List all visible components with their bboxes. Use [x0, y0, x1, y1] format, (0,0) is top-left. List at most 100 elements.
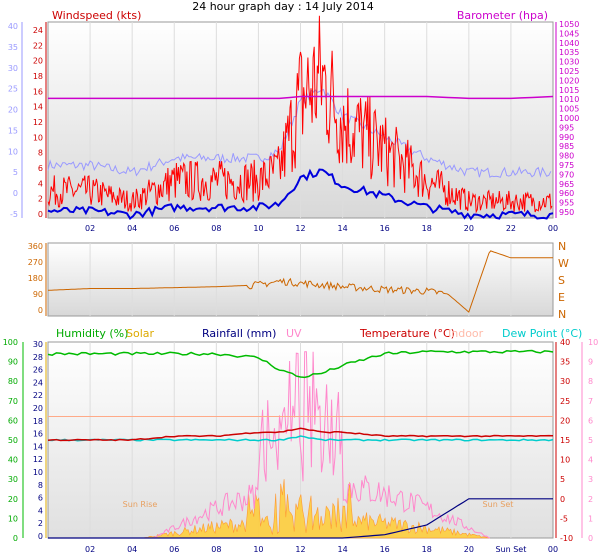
baro-tick-label: 975 [559, 161, 574, 170]
wind-tick-label: 0 [38, 210, 43, 219]
baro-tick-label: 995 [559, 123, 574, 132]
uv-series [152, 351, 491, 539]
solar-tick-label: 20 [33, 404, 43, 413]
temp-tick-label: 10 [560, 456, 570, 465]
humidity-series [47, 349, 554, 379]
x-tick-label: 18 [422, 224, 432, 233]
uv-tick-label: 1 [588, 514, 593, 523]
solar-tick-label: 12 [33, 455, 43, 464]
temp-tick-label: 25 [560, 397, 570, 406]
x-tick-label: 14 [337, 224, 347, 233]
wind-tick-label: 16 [33, 87, 43, 96]
baro-tick-label: 1025 [559, 67, 579, 76]
wind-tick-label: 22 [33, 41, 43, 50]
humidity-label: Humidity (%) [56, 327, 128, 340]
gust-tick-label: 40 [8, 22, 18, 31]
solar-tick-label: 24 [33, 378, 43, 387]
sunset-label: Sun Set [483, 500, 514, 509]
baro-tick-label: 1010 [559, 95, 579, 104]
gust-tick-label: -5 [10, 210, 18, 219]
x-tick-label: 00 [548, 545, 558, 554]
baro-tick-label: 1050 [559, 20, 579, 29]
wind-tick-label: 2 [38, 195, 43, 204]
gust-tick-label: 35 [8, 43, 18, 52]
wind-tick-label: 6 [38, 164, 43, 173]
wind-tick-label: 8 [38, 149, 43, 158]
wind-tick-label: 14 [33, 103, 43, 112]
temp-tick-label: 40 [560, 338, 570, 347]
temp-tick-label: 20 [560, 416, 570, 425]
uv-tick-label: 6 [588, 416, 593, 425]
temp-tick-label: 35 [560, 358, 570, 367]
x-tick-label: 12 [295, 545, 305, 554]
solar-tick-label: 6 [38, 494, 43, 503]
x-tick-label: 02 [85, 545, 95, 554]
barometer-series [48, 95, 554, 100]
compass-tick-label: E [558, 291, 565, 304]
x-tick-label: 06 [169, 224, 179, 233]
gust-series [47, 88, 552, 178]
baro-tick-label: 1015 [559, 86, 579, 95]
baro-tick-label: 1030 [559, 58, 579, 67]
baro-tick-label: 955 [559, 199, 574, 208]
uv-tick-label: 2 [588, 495, 593, 504]
x-tick-label: 08 [211, 545, 221, 554]
x-tick-label: 06 [169, 545, 179, 554]
gust-tick-label: 15 [8, 126, 18, 135]
solar-label: Solar [126, 327, 155, 340]
humidity-tick-label: 90 [8, 358, 18, 367]
gust-tick-label: 5 [13, 168, 18, 177]
temp-tick-label: -5 [560, 514, 568, 523]
wind-tick-label: 12 [33, 118, 43, 127]
gust-tick-label: 20 [8, 106, 18, 115]
wind-tick-label: 10 [33, 133, 43, 142]
humidity-tick-label: 50 [8, 436, 18, 445]
baro-tick-label: 1040 [559, 39, 579, 48]
humidity-tick-label: 100 [3, 338, 18, 347]
gust-tick-label: 0 [13, 189, 18, 198]
solar-tick-label: 22 [33, 391, 43, 400]
baro-tick-label: 1000 [559, 114, 579, 123]
baro-tick-label: 1020 [559, 76, 579, 85]
x-tick-label: 00 [548, 224, 558, 233]
humidity-tick-label: 80 [8, 377, 18, 386]
dewpoint-label: Dew Point (°C) [502, 327, 582, 340]
x-tick-label: 10 [253, 224, 263, 233]
chart-title: 24 hour graph day : 14 July 2014 [192, 0, 374, 13]
uv-tick-label: 7 [588, 397, 593, 406]
humidity-tick-label: 40 [8, 456, 18, 465]
solar-tick-label: 28 [33, 353, 43, 362]
direction-tick-label: 0 [38, 306, 43, 315]
temp-tick-label: 0 [560, 495, 565, 504]
baro-tick-label: 965 [559, 180, 574, 189]
direction-tick-label: 360 [28, 242, 43, 251]
x-tick-label: 16 [380, 545, 390, 554]
solar-area [142, 479, 490, 539]
x-tick-label: 14 [337, 545, 347, 554]
temp-tick-label: 15 [560, 436, 570, 445]
baro-tick-label: 950 [559, 208, 574, 217]
windspeed-label: Windspeed (kts) [52, 9, 141, 22]
humidity-tick-label: 60 [8, 416, 18, 425]
wind-tick-label: 24 [33, 26, 43, 35]
baro-tick-label: 970 [559, 170, 574, 179]
compass-tick-label: N [558, 308, 566, 321]
uv-tick-label: 9 [588, 358, 593, 367]
windspeed-series [47, 15, 553, 214]
compass-tick-label: S [558, 274, 565, 287]
x-tick-label: 12 [295, 224, 305, 233]
temp-tick-label: 5 [560, 475, 565, 484]
climate-panel: Humidity (%) Solar Rainfall (mm) UV Temp… [3, 327, 598, 554]
temperature-series [47, 427, 554, 442]
uv-tick-label: 0 [588, 534, 593, 543]
direction-tick-label: 180 [28, 274, 43, 283]
temp-tick-label: 30 [560, 377, 570, 386]
baro-tick-label: 1035 [559, 48, 579, 57]
x-tick-label: 02 [85, 224, 95, 233]
x-tick-label: 18 [422, 545, 432, 554]
direction-series [48, 250, 553, 313]
x-tick-label: 10 [253, 545, 263, 554]
humidity-tick-label: 70 [8, 397, 18, 406]
x-tick-label: 16 [380, 224, 390, 233]
sunrise-label: Sun Rise [123, 500, 158, 509]
